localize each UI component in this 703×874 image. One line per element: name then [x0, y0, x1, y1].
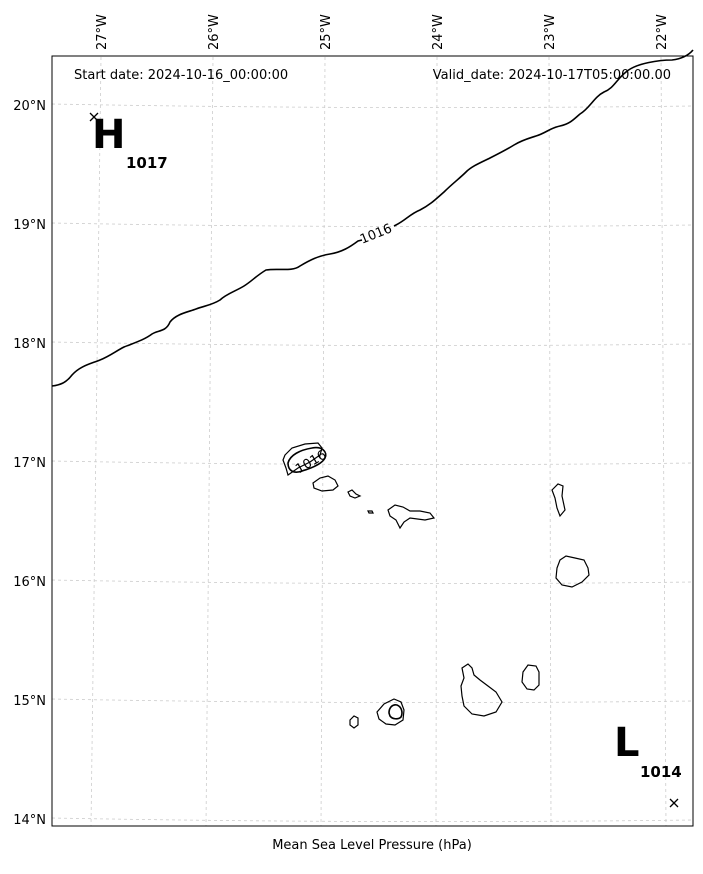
island-sao-vicente [312, 475, 339, 492]
lat-tick-label: 16°N [13, 575, 46, 590]
isobars [51, 49, 694, 720]
lon-tick-label: 22°W [655, 14, 670, 50]
island-santiago [460, 663, 503, 717]
lat-tick-label: 19°N [13, 218, 46, 233]
isobar-1016-island [287, 446, 327, 473]
island-ilheu [367, 510, 374, 514]
low-value: 1014 [640, 763, 682, 781]
island-santo-antao [282, 442, 323, 476]
island-boa-vista [555, 555, 590, 588]
low-letter: L [614, 720, 640, 766]
lat-tick-label: 17°N [13, 456, 46, 471]
meridian-gridlines [90, 56, 667, 827]
low-center-x-icon [669, 798, 679, 808]
island-fogo [376, 698, 405, 726]
high-letter: H [92, 112, 125, 158]
map-frame [51, 55, 694, 827]
isobar-fogo [388, 704, 403, 720]
coastlines [282, 442, 590, 729]
lat-tick-label: 15°N [13, 694, 46, 709]
high-value: 1017 [126, 154, 168, 172]
lat-tick-label: 14°N [13, 813, 46, 828]
lon-tick-label: 23°W [543, 14, 558, 50]
lat-tick-label: 20°N [13, 99, 46, 114]
lon-tick-label: 25°W [319, 14, 334, 50]
lat-tick-label: 18°N [13, 337, 46, 352]
island-santa-luzia [347, 489, 362, 499]
start-date-text: Start date: 2024-10-16_00:00:00 [74, 68, 288, 83]
longitude-ticks: 27°W 26°W 25°W 24°W 23°W 22°W [95, 14, 670, 50]
isobar-label-main: 1016 [358, 221, 394, 247]
island-sal [551, 483, 566, 518]
valid-date-text: Valid_date: 2024-10-17T05:00:00.00 [433, 68, 671, 83]
island-brava [349, 715, 359, 729]
latitude-ticks: 20°N 19°N 18°N 17°N 16°N 15°N 14°N [13, 99, 46, 828]
low-pressure-marker: L 1014 [614, 720, 682, 808]
lon-tick-label: 27°W [95, 14, 110, 50]
lon-tick-label: 24°W [431, 14, 446, 50]
high-pressure-marker: H 1017 [89, 112, 168, 172]
isobar-1016-main [51, 49, 694, 387]
x-axis-label: Mean Sea Level Pressure (hPa) [272, 838, 472, 853]
island-sao-nicolau [387, 504, 436, 530]
island-maio [521, 664, 540, 691]
parallel-gridlines [51, 103, 694, 822]
high-center-x-icon [89, 112, 99, 122]
lon-tick-label: 26°W [207, 14, 222, 50]
